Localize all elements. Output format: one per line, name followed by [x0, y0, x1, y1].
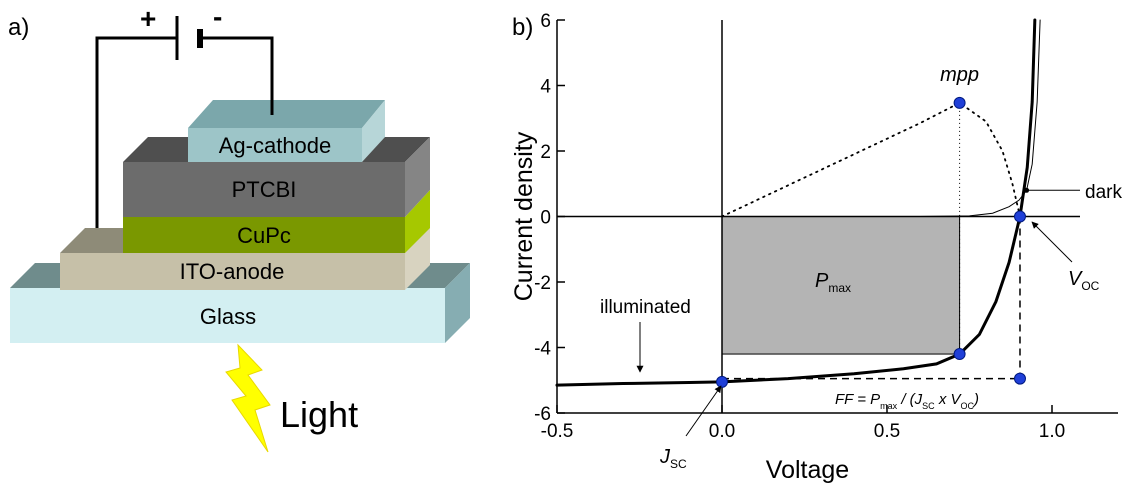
y-tick-label: 0 — [540, 208, 551, 229]
ff-label: FF = Pmax / (JSC x VOC) — [835, 391, 979, 411]
series-line — [722, 20, 1040, 217]
ag-top — [188, 100, 385, 128]
layer-label: PTCBI — [232, 177, 297, 202]
x-tick-label: 0.0 — [709, 421, 735, 442]
layer-label: Ag-cathode — [219, 133, 332, 158]
panel-label: a) — [8, 14, 29, 41]
series-label: mpp — [940, 64, 979, 86]
series-label: dark — [1085, 182, 1122, 203]
y-tick-label: 6 — [540, 11, 551, 32]
text-part: / (J — [897, 391, 922, 408]
text-part: P — [815, 270, 829, 292]
layer-label: CuPc — [237, 223, 291, 248]
jsc-label: JSC — [659, 446, 687, 471]
text-part: OC — [961, 401, 975, 411]
lightning — [226, 345, 270, 452]
leader — [1032, 222, 1072, 262]
y-tick-label: -6 — [534, 404, 551, 425]
figure: a) + - Ag-cathode PTCBI CuPc ITO-anode G… — [0, 0, 1139, 488]
text-part: max — [880, 401, 898, 411]
text-part: OC — [1081, 279, 1099, 293]
panel-label: b) — [512, 14, 533, 41]
minus: - — [213, 1, 222, 32]
text-part: FF = P — [835, 391, 880, 408]
text-part: ) — [972, 391, 979, 408]
marker — [717, 376, 728, 387]
y-tick-label: 2 — [540, 142, 551, 163]
text-part: SC — [922, 401, 935, 411]
series-label: illuminated — [600, 297, 691, 318]
light-label: Light — [280, 394, 358, 435]
text-part: x V — [935, 391, 963, 408]
text-part: SC — [670, 457, 687, 471]
x-tick-label: 0.5 — [874, 421, 900, 442]
marker — [1014, 373, 1025, 384]
marker — [954, 349, 965, 360]
device-diagram: a) + - Ag-cathode PTCBI CuPc ITO-anode G… — [8, 1, 470, 452]
layer-label: ITO-anode — [180, 259, 285, 284]
series-line — [722, 103, 1020, 217]
layer-label: Glass — [200, 304, 256, 329]
marker — [1014, 211, 1025, 222]
y-axis-label: Current density — [510, 131, 538, 301]
plus: + — [140, 3, 156, 34]
x-tick-label: 1.0 — [1039, 421, 1065, 442]
marker — [954, 97, 965, 108]
x-axis-label: Voltage — [766, 456, 849, 484]
voc-label: VOC — [1068, 268, 1100, 293]
text-part: max — [828, 281, 851, 295]
page: a) + - Ag-cathode PTCBI CuPc ITO-anode G… — [0, 0, 1139, 493]
y-tick-label: -4 — [534, 339, 551, 360]
y-tick-label: 4 — [540, 77, 551, 98]
